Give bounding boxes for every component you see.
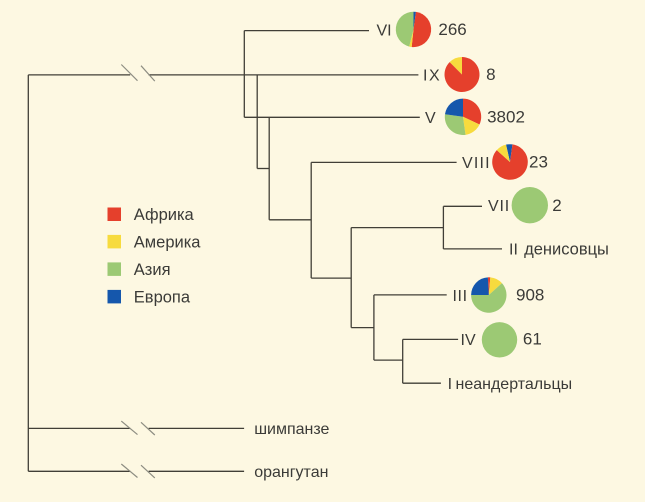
svg-text:Европа: Европа [134, 288, 191, 306]
svg-text:Америка: Америка [134, 233, 202, 251]
svg-text:шимпанзе: шимпанзе [254, 421, 329, 438]
svg-text:V: V [425, 110, 436, 127]
svg-text:Азия: Азия [134, 261, 171, 279]
svg-text:VI: VI [377, 22, 392, 39]
svg-text:II: II [509, 242, 518, 259]
svg-text:VIII: VIII [462, 155, 491, 172]
svg-text:2: 2 [552, 196, 561, 215]
svg-text:3802: 3802 [487, 107, 525, 126]
svg-text:III: III [453, 288, 468, 305]
svg-text:IX: IX [423, 68, 441, 85]
svg-text:неандертальцы: неандертальцы [456, 376, 573, 393]
svg-text:денисовцы: денисовцы [524, 241, 609, 259]
svg-text:908: 908 [516, 286, 544, 305]
svg-text:Африка: Африка [134, 206, 195, 224]
svg-text:I: I [448, 376, 452, 393]
svg-text:IV: IV [461, 332, 476, 349]
svg-text:орангутан: орангутан [254, 464, 328, 481]
svg-text:8: 8 [486, 65, 495, 84]
svg-text:61: 61 [523, 330, 542, 349]
svg-text:VII: VII [488, 198, 510, 215]
svg-text:266: 266 [438, 20, 466, 39]
svg-text:23: 23 [529, 153, 548, 172]
